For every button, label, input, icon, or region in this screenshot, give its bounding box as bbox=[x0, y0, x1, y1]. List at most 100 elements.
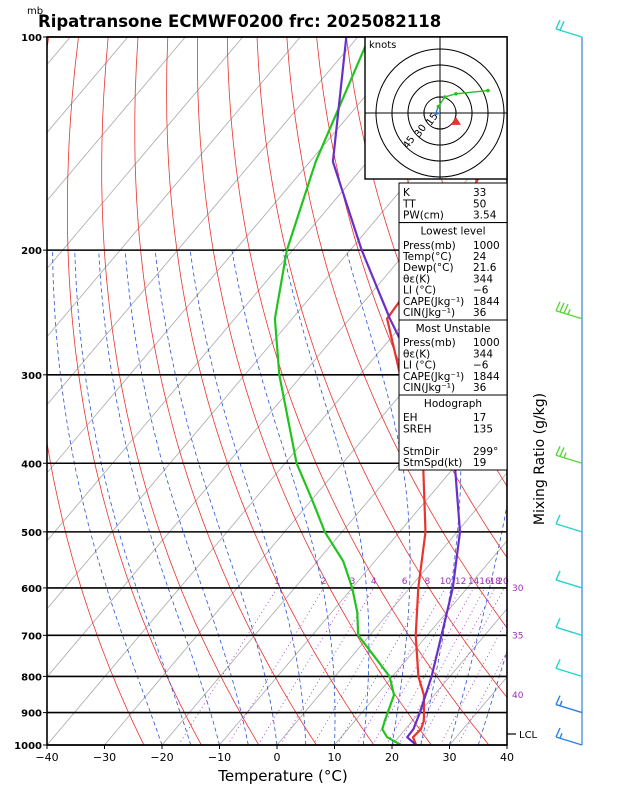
wind-barb-flag bbox=[559, 302, 565, 313]
mixing-ratio-label: 6 bbox=[402, 577, 408, 587]
wind-barb-flag bbox=[555, 19, 561, 30]
mixing-ratio-label: 3 bbox=[350, 577, 356, 587]
indices-row-value: 17 bbox=[473, 412, 486, 424]
y-tick-label: 500 bbox=[21, 528, 42, 539]
wind-barb-flag bbox=[555, 659, 561, 669]
hodograph-point bbox=[486, 88, 490, 93]
isotherm-line bbox=[276, 472, 507, 745]
isotherm-line bbox=[47, 37, 244, 270]
mixing-ratio-label: 18 bbox=[489, 577, 501, 587]
isotherm-line bbox=[391, 608, 507, 745]
indices-row-value: 24 bbox=[473, 251, 487, 263]
wind-barb-flag bbox=[555, 727, 561, 738]
wind-barb-half-flag bbox=[559, 700, 563, 707]
moist-adiabat-line bbox=[52, 250, 163, 745]
indices-row-value: −6 bbox=[473, 285, 489, 297]
indices-section-box bbox=[398, 394, 508, 471]
y-tick-label: 200 bbox=[21, 246, 42, 257]
storm-motion-marker bbox=[450, 116, 461, 125]
theta-e-label: 30 bbox=[512, 584, 524, 594]
wind-barb-flag bbox=[555, 618, 561, 628]
isotherm-line bbox=[47, 37, 129, 134]
dry-adiabat-line bbox=[47, 37, 145, 745]
wind-barb bbox=[555, 301, 583, 320]
indices-row-label: Temp(°C) bbox=[402, 251, 452, 263]
wind-barb-shaft bbox=[555, 28, 583, 38]
moist-adiabat-line bbox=[346, 249, 411, 745]
mixing-ratio-label: 20 bbox=[497, 577, 509, 587]
indices-panel: K 33 TT 50 PW(cm) 3.54 Lowest level Press(mb) 10… bbox=[398, 182, 508, 471]
indices-row-label: K bbox=[403, 187, 411, 199]
hodograph-point bbox=[443, 95, 447, 99]
wind-barb-shaft bbox=[555, 736, 583, 746]
indices-row-value: 1844 bbox=[473, 371, 500, 383]
isotherm-line bbox=[219, 404, 507, 745]
indices-row-label: LI (°C) bbox=[403, 285, 436, 297]
pressure-units-label: mb bbox=[27, 6, 43, 17]
mixing-ratio-label: 10 bbox=[440, 577, 452, 587]
background-reference-lines bbox=[47, 37, 618, 745]
moist-adiabat-line bbox=[420, 249, 462, 745]
indices-row-label: θε(K) bbox=[403, 348, 430, 360]
dry-adiabat-line bbox=[134, 37, 317, 745]
mixing-ratio-label: 4 bbox=[371, 577, 377, 587]
wind-barb-flag bbox=[555, 301, 561, 312]
mixing-ratio-label: 2 bbox=[321, 577, 327, 587]
mixing-ratio-label: 1 bbox=[274, 577, 280, 587]
indices-row-label: CAPE(Jkg⁻¹) bbox=[403, 371, 464, 383]
moist-adiabat-line bbox=[189, 250, 307, 745]
indices-row-value: 36 bbox=[473, 307, 487, 319]
indices-row-value: 1844 bbox=[473, 296, 500, 308]
hodograph-point bbox=[436, 104, 441, 109]
isotherm-line bbox=[565, 37, 618, 745]
lcl-label: LCL bbox=[519, 730, 538, 741]
indices-section-heading: Hodograph bbox=[424, 398, 482, 410]
mixing-ratio-line bbox=[418, 587, 505, 745]
wind-barb-flag bbox=[555, 445, 561, 456]
dry-adiabat-line bbox=[226, 37, 490, 745]
wind-barb-flag bbox=[563, 303, 569, 314]
wind-barb bbox=[555, 570, 583, 589]
indices-row-value: 1000 bbox=[473, 337, 500, 349]
indices-section-box bbox=[398, 182, 508, 224]
indices-row-label: Dewp(°C) bbox=[403, 262, 454, 274]
y-axis-ticks: 1000 900 800 700 600 500 400 300 200 100 bbox=[14, 33, 47, 752]
y-tick-label: 400 bbox=[21, 459, 42, 470]
isotherm-line bbox=[47, 200, 507, 745]
x-axis-ticks: −40 −30 −20 −10 0 10 20 30 40 bbox=[35, 745, 514, 764]
dry-adiabat-line bbox=[316, 37, 507, 559]
mixing-ratio-label: 8 bbox=[425, 577, 431, 587]
isotherm-line bbox=[47, 37, 416, 474]
wind-barb-flag bbox=[559, 447, 565, 457]
mixing-ratio-label: 16 bbox=[479, 577, 491, 587]
isotherm-line bbox=[334, 540, 507, 745]
hodograph-trace-low bbox=[433, 106, 441, 116]
indices-row-value: 3.54 bbox=[473, 210, 497, 222]
chart-title: Ripatransone ECMWF0200 frc: 2025082118 bbox=[38, 12, 441, 31]
wind-barb-half-flag bbox=[567, 309, 571, 315]
indices-row-label: SREH bbox=[403, 423, 432, 435]
wind-barb bbox=[555, 727, 583, 746]
mixing-ratio-line bbox=[257, 587, 353, 745]
indices-row-label: CIN(Jkg⁻¹) bbox=[403, 307, 455, 319]
dry-adiabat-line bbox=[166, 37, 375, 745]
wind-barb-profile bbox=[555, 19, 583, 746]
indices-section-heading: Lowest level bbox=[420, 226, 485, 238]
indices-row-value: 135 bbox=[473, 423, 493, 435]
x-tick-label: 30 bbox=[443, 751, 457, 764]
mixing-ratio-label: 14 bbox=[468, 577, 480, 587]
dry-adiabat-line bbox=[525, 37, 618, 745]
indices-row-label: CAPE(Jkg⁻¹) bbox=[403, 296, 464, 308]
wind-barb bbox=[555, 659, 583, 678]
indices-row-value: 344 bbox=[473, 273, 493, 285]
indices-row-value: −6 bbox=[473, 360, 489, 372]
indices-row-value: 33 bbox=[473, 187, 486, 199]
wind-barb-half-flag bbox=[563, 452, 567, 458]
wind-barb-flag bbox=[555, 514, 561, 525]
isotherm-line bbox=[506, 744, 507, 745]
indices-row-value: 1000 bbox=[473, 240, 500, 252]
isotherm-line bbox=[47, 37, 301, 338]
mixing-ratio-line bbox=[227, 587, 325, 745]
